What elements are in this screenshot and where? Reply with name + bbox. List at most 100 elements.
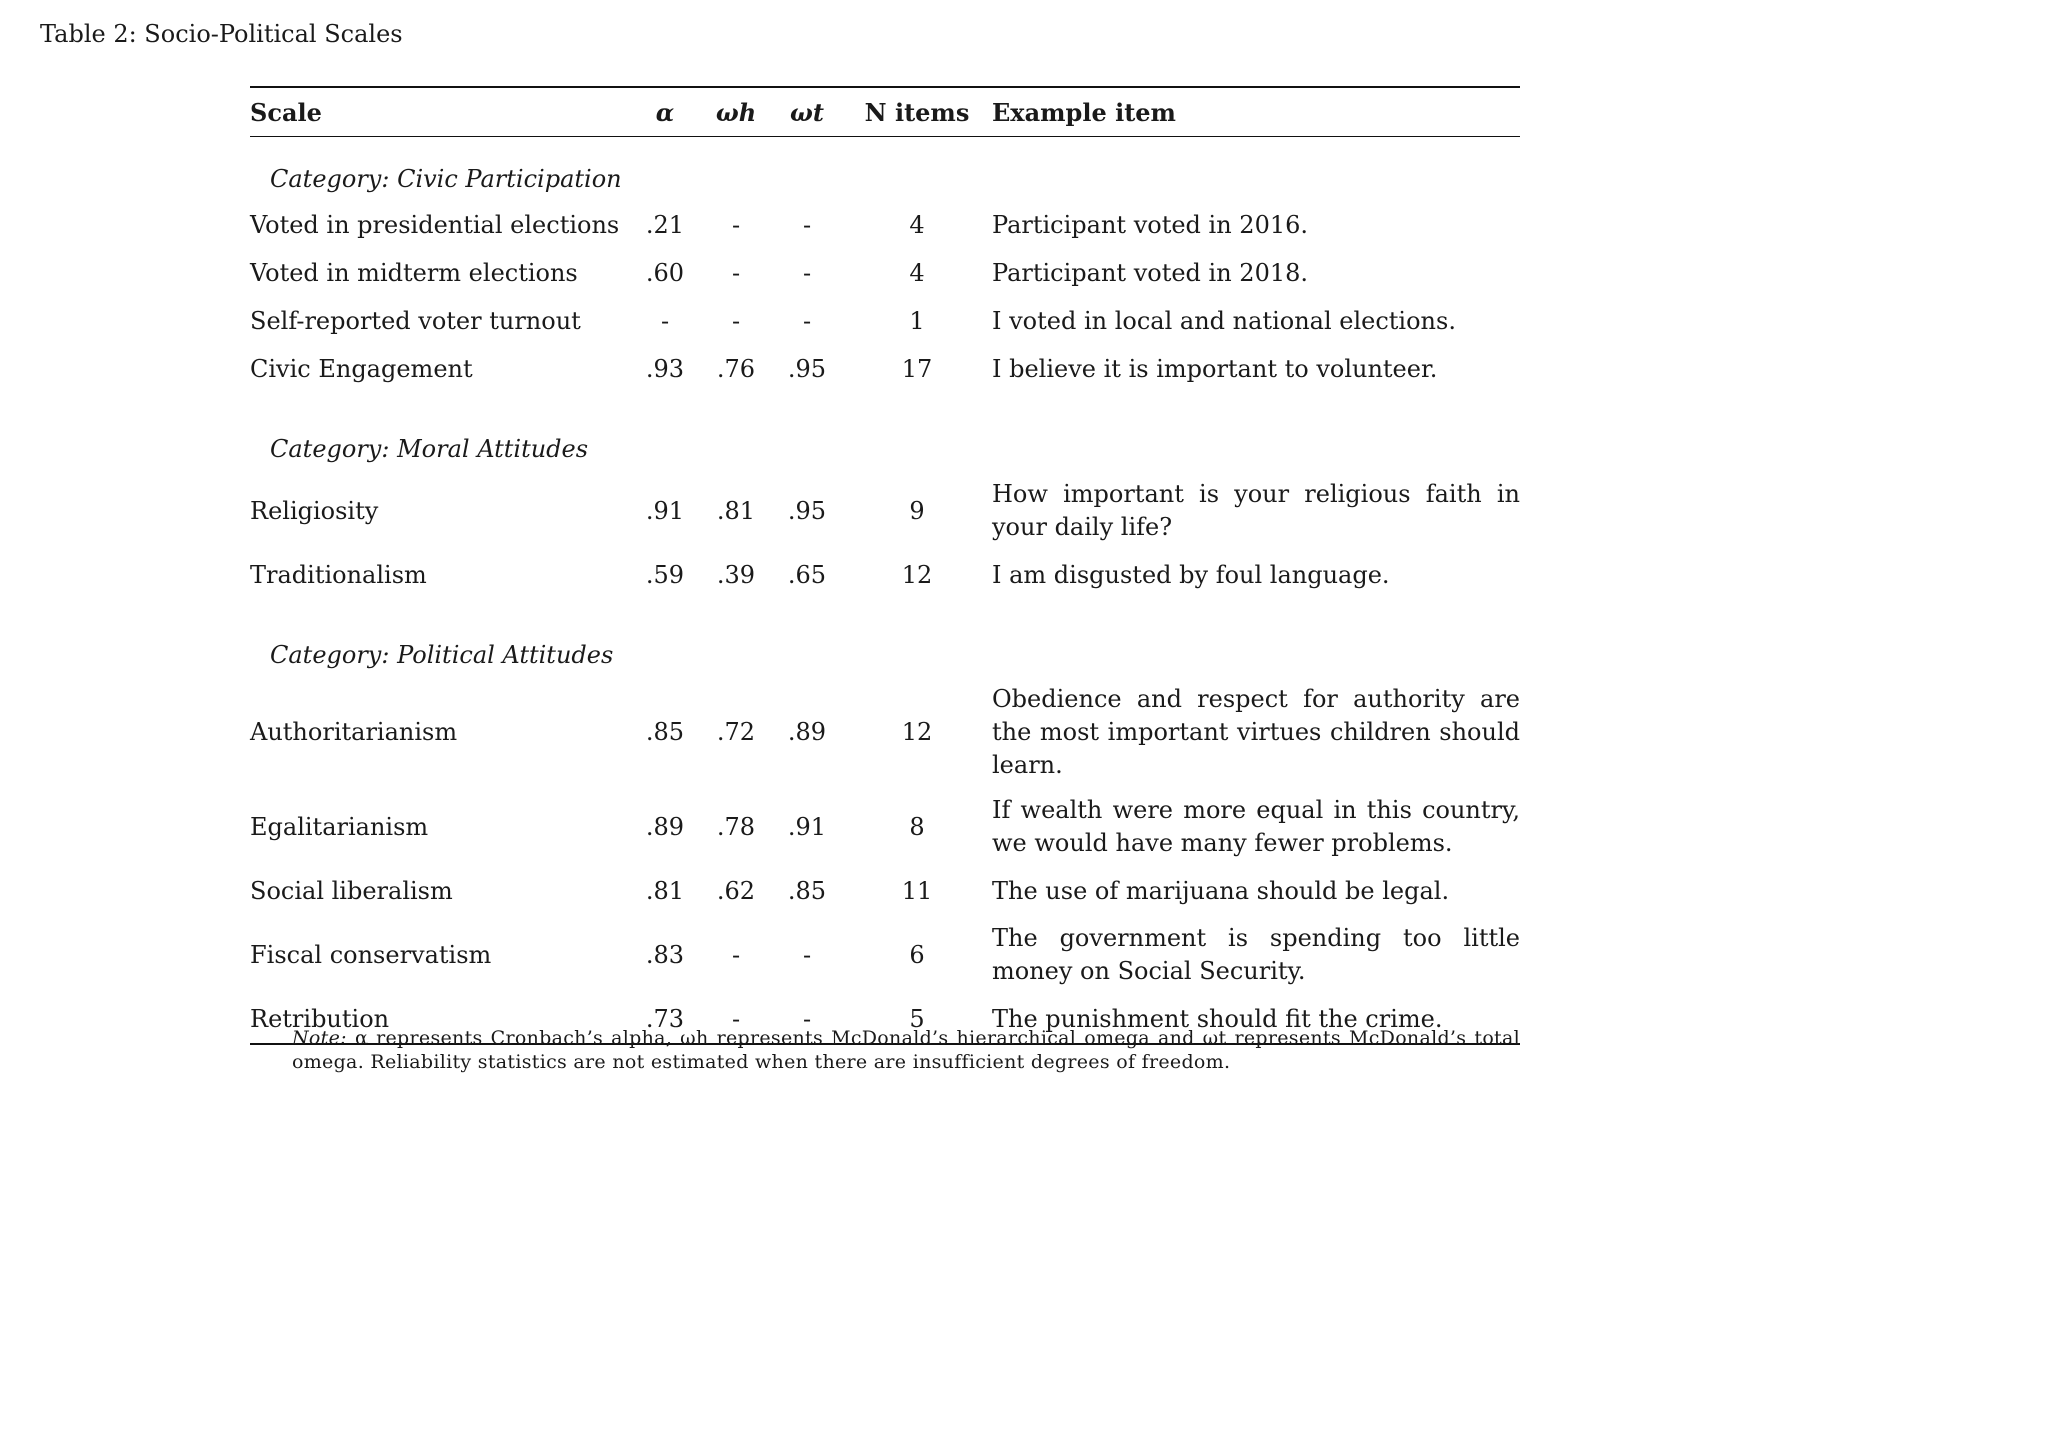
- cell-alpha: .21: [645, 211, 685, 239]
- cell-alpha: .85: [645, 718, 685, 746]
- header-scale: Scale: [250, 97, 322, 127]
- cell-alpha: .93: [645, 355, 685, 383]
- cell-omega-t: -: [802, 1005, 812, 1033]
- table-row: Voted in presidential elections .21 - - 4 Par…: [250, 201, 1520, 249]
- category-spacer: [250, 599, 1520, 633]
- cell-omega-t: .65: [787, 561, 827, 589]
- cell-n-items: 12: [901, 718, 933, 746]
- category-row: Category: Political Attitudes: [250, 633, 1520, 677]
- table-row: Voted in midterm elections .60 - - 4 Particip…: [250, 249, 1520, 297]
- cell-alpha: -: [660, 307, 670, 335]
- cell-alpha: .81: [645, 877, 685, 905]
- cell-omega-t: .91: [787, 813, 827, 841]
- cell-omega-h: -: [731, 307, 741, 335]
- cell-scale: Fiscal conservatism: [250, 941, 492, 969]
- header-n-items: N items: [864, 97, 970, 127]
- category-label: Category: Political Attitudes: [270, 641, 614, 669]
- category-label: Category: Moral Attitudes: [270, 435, 589, 463]
- category-row: Category: Civic Participation: [250, 157, 1520, 201]
- cell-omega-h: .76: [716, 355, 756, 383]
- table-note: Note: α represents Cronbach’s alpha, ωh …: [292, 1026, 1520, 1074]
- cell-n-items: 12: [901, 561, 933, 589]
- cell-omega-h: .62: [716, 877, 756, 905]
- cell-example: The government is spending too little mo…: [992, 924, 1520, 985]
- cell-omega-t: .85: [787, 877, 827, 905]
- table-row: Religiosity .91 .81 .95 9 How important is yo…: [250, 471, 1520, 551]
- table-row: Retribution .73 - - 5 The punishment should f…: [250, 995, 1520, 1043]
- table-row: Fiscal conservatism .83 - - 6 The government …: [250, 915, 1520, 995]
- cell-example: Participant voted in 2018.: [992, 258, 1309, 287]
- cell-scale: Self-reported voter turnout: [250, 307, 581, 335]
- cell-alpha: .60: [645, 259, 685, 287]
- cell-omega-h: .39: [716, 561, 756, 589]
- cell-omega-t: -: [802, 307, 812, 335]
- cell-omega-t: -: [802, 211, 812, 239]
- cell-scale: Authoritarianism: [250, 718, 458, 746]
- cell-scale: Traditionalism: [250, 561, 427, 589]
- cell-omega-h: -: [731, 211, 741, 239]
- cell-example: I am disgusted by foul language.: [992, 560, 1390, 589]
- cell-example: I voted in local and national elections.: [992, 306, 1456, 335]
- cell-omega-h: .81: [716, 497, 756, 525]
- cell-omega-t: -: [802, 259, 812, 287]
- cell-n-items: 9: [909, 497, 925, 525]
- cell-n-items: 4: [909, 211, 925, 239]
- category-spacer: [250, 137, 1520, 157]
- category-label: Category: Civic Participation: [270, 165, 622, 193]
- category-row: Category: Moral Attitudes: [250, 427, 1520, 471]
- cell-example: The use of marijuana should be legal.: [992, 876, 1450, 905]
- cell-scale: Voted in midterm elections: [250, 259, 578, 287]
- cell-omega-h: .72: [716, 718, 756, 746]
- cell-omega-h: -: [731, 941, 741, 969]
- category-spacer: [250, 393, 1520, 427]
- cell-omega-h: -: [731, 259, 741, 287]
- cell-alpha: .91: [645, 497, 685, 525]
- cell-n-items: 1: [909, 307, 925, 335]
- cell-omega-h: -: [731, 1005, 741, 1033]
- cell-example: The punishment should fit the crime.: [992, 1004, 1443, 1033]
- note-label: Note:: [292, 1027, 347, 1049]
- cell-example: If wealth were more equal in this countr…: [992, 796, 1520, 857]
- table-row: Self-reported voter turnout - - - 1 I voted i…: [250, 297, 1520, 345]
- header-omega-t: ωt: [790, 97, 824, 127]
- table-caption: Table 2: Socio-Political Scales: [40, 20, 403, 48]
- cell-n-items: 5: [909, 1005, 925, 1033]
- note-text: α represents Cronbach’s alpha, ωh repres…: [292, 1027, 1520, 1073]
- mid-rule: [250, 136, 1520, 137]
- cell-example: How important is your religious faith in…: [992, 480, 1520, 541]
- header-row: Scale α ωh ωt N items Example item: [250, 88, 1520, 136]
- cell-omega-t: .89: [787, 718, 827, 746]
- scales-table: Scale α ωh ωt N items Example item Categ…: [250, 86, 1520, 1045]
- cell-alpha: .73: [645, 1005, 685, 1033]
- table-body: Category: Civic Participation Voted in pr…: [250, 137, 1520, 1043]
- cell-scale: Retribution: [250, 1005, 390, 1033]
- cell-example: Obedience and respect for authority are …: [992, 684, 1520, 779]
- cell-alpha: .89: [645, 813, 685, 841]
- cell-n-items: 11: [901, 877, 933, 905]
- cell-scale: Religiosity: [250, 497, 379, 525]
- table-row: Social liberalism .81 .62 .85 11 The use of m…: [250, 867, 1520, 915]
- cell-example: I believe it is important to volunteer.: [992, 354, 1438, 383]
- top-rule: [250, 86, 1520, 88]
- table-row: Traditionalism .59 .39 .65 12 I am disgusted …: [250, 551, 1520, 599]
- cell-alpha: .83: [645, 941, 685, 969]
- bottom-rule: [250, 1043, 1520, 1045]
- table-row: Egalitarianism .89 .78 .91 8 If wealth were m…: [250, 787, 1520, 867]
- header-alpha: α: [655, 97, 675, 127]
- header-example: Example item: [992, 97, 1176, 127]
- table-row: Civic Engagement .93 .76 .95 17 I believe it …: [250, 345, 1520, 393]
- header-omega-h: ωh: [715, 97, 757, 127]
- cell-scale: Social liberalism: [250, 877, 453, 905]
- cell-scale: Voted in presidential elections: [250, 211, 620, 239]
- cell-n-items: 6: [909, 941, 925, 969]
- cell-omega-t: .95: [787, 355, 827, 383]
- cell-scale: Egalitarianism: [250, 813, 429, 841]
- cell-scale: Civic Engagement: [250, 355, 473, 383]
- table-row: Authoritarianism .85 .72 .89 12 Obedience and…: [250, 677, 1520, 787]
- cell-omega-t: .95: [787, 497, 827, 525]
- cell-example: Participant voted in 2016.: [992, 210, 1309, 239]
- cell-n-items: 8: [909, 813, 925, 841]
- cell-n-items: 4: [909, 259, 925, 287]
- cell-omega-h: .78: [716, 813, 756, 841]
- cell-n-items: 17: [901, 355, 933, 383]
